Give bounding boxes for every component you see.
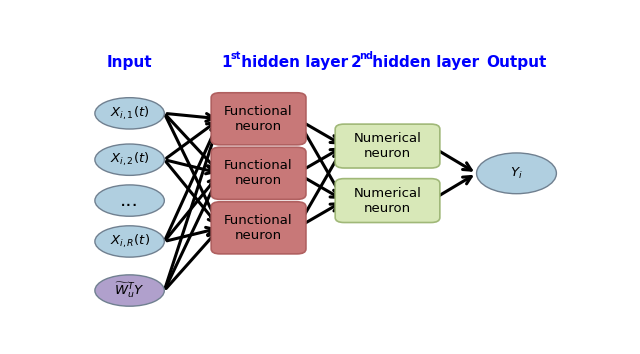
Text: 1: 1: [221, 55, 232, 70]
Text: nd: nd: [359, 51, 373, 61]
Text: Input: Input: [107, 55, 152, 70]
Text: Functional
neuron: Functional neuron: [224, 105, 293, 133]
Text: $X_{i,1}(t)$: $X_{i,1}(t)$: [110, 105, 149, 122]
Text: $Y_i$: $Y_i$: [510, 166, 523, 181]
Ellipse shape: [95, 226, 164, 257]
Text: $\widetilde{W}_u^T Y$: $\widetilde{W}_u^T Y$: [115, 281, 145, 301]
FancyBboxPatch shape: [211, 93, 306, 145]
Text: ...: ...: [120, 191, 139, 210]
Text: $X_{i,R}(t)$: $X_{i,R}(t)$: [109, 233, 150, 250]
FancyBboxPatch shape: [211, 147, 306, 199]
Ellipse shape: [477, 153, 556, 194]
Text: Functional
neuron: Functional neuron: [224, 214, 293, 242]
Text: Numerical
neuron: Numerical neuron: [353, 132, 422, 160]
FancyBboxPatch shape: [335, 179, 440, 223]
Text: Output: Output: [486, 55, 547, 70]
Text: hidden layer: hidden layer: [236, 55, 348, 70]
Text: st: st: [230, 51, 241, 61]
FancyBboxPatch shape: [211, 202, 306, 254]
Ellipse shape: [95, 185, 164, 216]
Text: 2: 2: [350, 55, 361, 70]
Ellipse shape: [95, 275, 164, 306]
Text: Functional
neuron: Functional neuron: [224, 159, 293, 187]
Text: Numerical
neuron: Numerical neuron: [353, 187, 422, 215]
FancyBboxPatch shape: [335, 124, 440, 168]
Text: hidden layer: hidden layer: [367, 55, 479, 70]
Ellipse shape: [95, 98, 164, 129]
Text: $X_{i,2}(t)$: $X_{i,2}(t)$: [110, 151, 149, 169]
Ellipse shape: [95, 144, 164, 175]
